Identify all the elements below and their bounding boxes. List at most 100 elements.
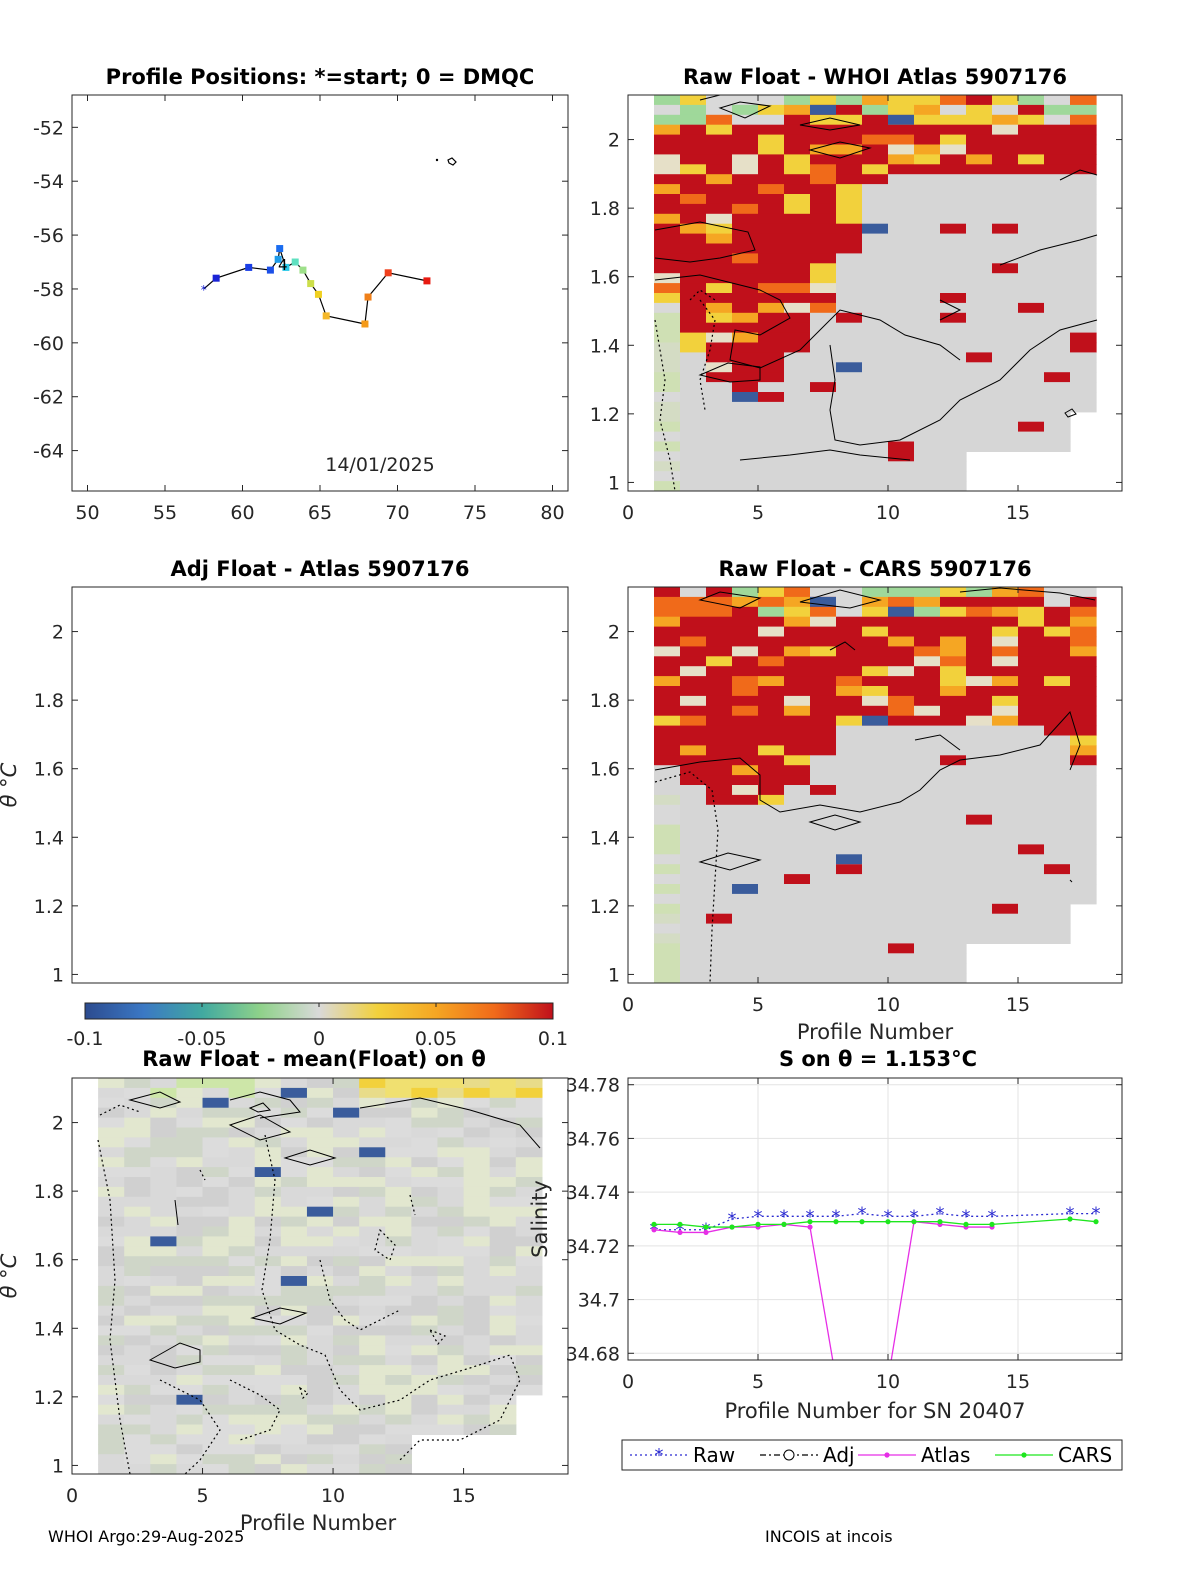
- heatmap-cell: [888, 705, 915, 717]
- heatmap-cell: [966, 382, 993, 393]
- heatmap-cell: [706, 194, 733, 205]
- heatmap-cell: [654, 194, 681, 205]
- heatmap-cell: [966, 342, 993, 353]
- heatmap-cell: [836, 636, 863, 647]
- heatmap-cell: [966, 362, 993, 373]
- adj-atlas-y-ticks: 21.81.61.41.21: [34, 622, 568, 986]
- heatmap-cell: [706, 352, 733, 363]
- heatmap-cell: [359, 1246, 386, 1257]
- heatmap-cell: [280, 1117, 308, 1129]
- heatmap-cell: [732, 715, 759, 727]
- profile-marker: [282, 263, 290, 271]
- heatmap-cell: [992, 273, 1019, 284]
- heatmap-cell: [1044, 666, 1071, 677]
- heatmap-cell: [966, 606, 993, 618]
- heatmap-cell: [1044, 322, 1071, 334]
- heatmap-cell: [732, 421, 759, 433]
- heatmap-cell: [706, 666, 733, 677]
- heatmap-cell: [654, 686, 681, 697]
- heatmap-cell: [810, 154, 837, 165]
- heatmap-cell: [680, 785, 707, 796]
- heatmap-cell: [732, 372, 759, 383]
- heatmap-cell: [966, 864, 993, 875]
- heatmap-cell: [333, 1216, 360, 1228]
- heatmap-cell: [914, 95, 941, 106]
- heatmap-cell: [732, 382, 759, 393]
- heatmap-cell: [254, 1414, 282, 1426]
- heatmap-cell: [437, 1107, 465, 1119]
- heatmap-cell: [758, 332, 785, 344]
- profile-marker: [361, 320, 369, 328]
- heatmap-cell: [680, 893, 707, 905]
- heatmap-cell: [758, 646, 785, 657]
- heatmap-cell: [385, 1216, 412, 1228]
- heatmap-cell: [836, 874, 863, 885]
- heatmap-cell: [992, 705, 1019, 717]
- heatmap-cell: [732, 893, 759, 905]
- heatmap-cell: [940, 616, 967, 628]
- heatmap-cell: [706, 253, 733, 264]
- heatmap-cell: [862, 194, 889, 205]
- heatmap-cell: [385, 1078, 412, 1089]
- heatmap-cell: [992, 626, 1019, 638]
- profile-marker: [274, 255, 282, 263]
- heatmap-cell: [280, 1196, 308, 1208]
- heatmap-cell: [385, 1196, 412, 1208]
- heatmap-cell: [836, 382, 863, 393]
- heatmap-cell: [810, 913, 837, 925]
- heatmap-cell: [914, 441, 941, 452]
- heatmap-cell: [1044, 676, 1071, 687]
- heatmap-cell: [784, 372, 811, 383]
- heatmap-cell: [411, 1365, 439, 1376]
- heatmap-cell: [940, 104, 967, 116]
- heatmap-cell: [1044, 164, 1071, 175]
- series-point-cars: [833, 1219, 839, 1225]
- heatmap-cell: [784, 164, 811, 175]
- heatmap-cell: [862, 283, 889, 294]
- profile-marker: [245, 263, 253, 271]
- heatmap-cell: [992, 854, 1019, 865]
- heatmap-cell: [706, 362, 733, 373]
- heatmap-cell: [992, 725, 1019, 737]
- heatmap-cell: [680, 874, 707, 885]
- x-tick-label: 75: [463, 502, 487, 524]
- heatmap-cell: [784, 451, 811, 462]
- heatmap-cell: [1044, 765, 1071, 776]
- heatmap-cell: [654, 616, 681, 628]
- heatmap-cell: [680, 596, 707, 608]
- heatmap-cell: [810, 411, 837, 423]
- heatmap-cell: [810, 626, 837, 638]
- heatmap-cell: [784, 223, 811, 235]
- heatmap-cell: [1018, 431, 1045, 443]
- heatmap-cell: [940, 794, 967, 806]
- heatmap-cell: [1070, 794, 1097, 806]
- anomaly-cell: [176, 1394, 203, 1405]
- heatmap-cell: [940, 695, 967, 707]
- heatmap-cell: [411, 1137, 439, 1148]
- heatmap-cell: [888, 104, 915, 116]
- heatmap-cell: [228, 1276, 256, 1287]
- heatmap-cell: [654, 973, 681, 983]
- heatmap-cell: [888, 864, 915, 875]
- heatmap-cell: [758, 213, 785, 225]
- heatmap-cell: [888, 144, 915, 155]
- heatmap-cell: [862, 923, 889, 935]
- heatmap-cell: [680, 686, 707, 697]
- heatmap-cell: [940, 834, 967, 845]
- heatmap-cell: [385, 1454, 412, 1465]
- heatmap-cell: [810, 342, 837, 353]
- heatmap-cell: [758, 194, 785, 205]
- heatmap-cell: [862, 656, 889, 667]
- heatmap-cell: [333, 1375, 360, 1386]
- heatmap-cell: [914, 421, 941, 433]
- heatmap-cell: [940, 854, 967, 865]
- heatmap-cell: [1018, 775, 1045, 786]
- x-tick-label: 10: [876, 994, 900, 1016]
- heatmap-cell: [836, 342, 863, 353]
- heatmap-cell: [228, 1394, 256, 1406]
- heatmap-cell: [280, 1464, 308, 1474]
- heatmap-cell: [810, 401, 837, 413]
- heatmap-cell: [1044, 184, 1071, 195]
- heatmap-cell: [810, 884, 837, 895]
- heatmap-cell: [202, 1276, 230, 1287]
